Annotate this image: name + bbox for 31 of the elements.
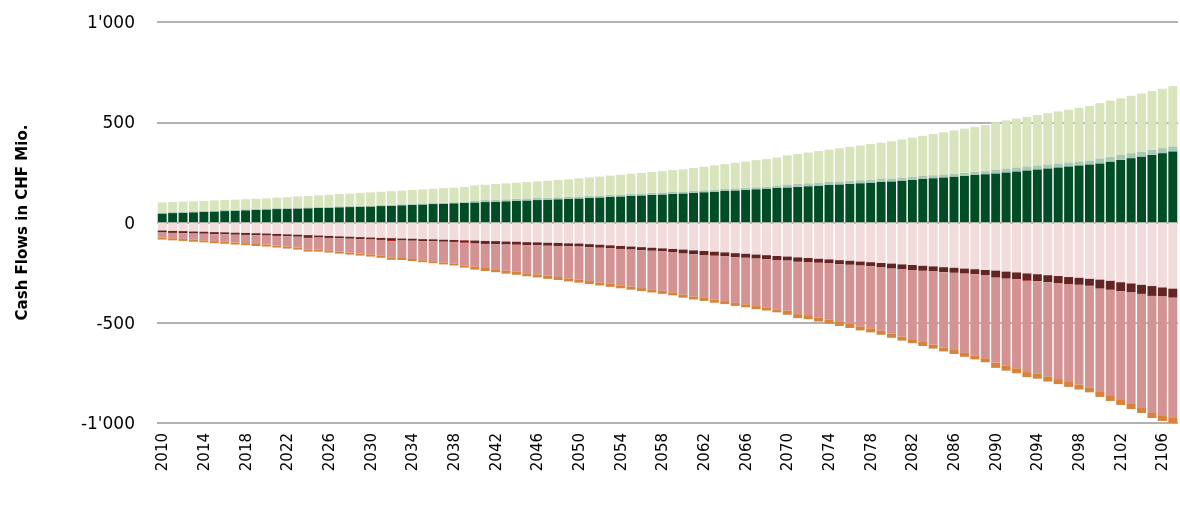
x-tick-label: 2086 bbox=[945, 433, 964, 472]
x-tick-label: 2026 bbox=[319, 433, 338, 472]
x-tick-label: 2014 bbox=[194, 433, 213, 472]
x-tick-label: 2078 bbox=[861, 433, 880, 472]
x-tick-label: 2066 bbox=[736, 433, 755, 472]
x-tick-label: 2106 bbox=[1153, 433, 1172, 472]
y-tick-label: 0 bbox=[124, 212, 135, 233]
x-tick-label: 2030 bbox=[361, 433, 380, 472]
x-tick-label: 2018 bbox=[236, 433, 255, 472]
x-tick-label: 2010 bbox=[153, 433, 172, 472]
x-tick-label: 2082 bbox=[903, 433, 922, 472]
x-tick-label: 2070 bbox=[778, 433, 797, 472]
x-tick-label: 2050 bbox=[569, 433, 588, 472]
x-tick-label: 2094 bbox=[1028, 433, 1047, 472]
x-tick-label: 2034 bbox=[403, 433, 422, 472]
x-tick-label: 2038 bbox=[444, 433, 463, 472]
x-tick-label: 2054 bbox=[611, 433, 630, 472]
x-tick-label: 2102 bbox=[1111, 433, 1130, 472]
x-tick-label: 2042 bbox=[486, 433, 505, 472]
y-tick-label: -1'000 bbox=[80, 413, 135, 433]
y-tick-label: 500 bbox=[102, 112, 135, 133]
x-tick-label: 2022 bbox=[278, 433, 297, 472]
x-tick-label: 2074 bbox=[819, 433, 838, 472]
x-tick-label: 2090 bbox=[986, 433, 1005, 472]
x-tick-label: 2058 bbox=[653, 433, 672, 472]
y-tick-label: -500 bbox=[96, 312, 135, 333]
y-tick-label: 1'000 bbox=[87, 12, 135, 32]
x-tick-label: 2062 bbox=[694, 433, 713, 472]
x-tick-label: 2046 bbox=[528, 433, 547, 472]
y-axis-title: Cash Flows in CHF Mio. bbox=[12, 124, 31, 321]
x-tick-label: 2098 bbox=[1070, 433, 1089, 472]
